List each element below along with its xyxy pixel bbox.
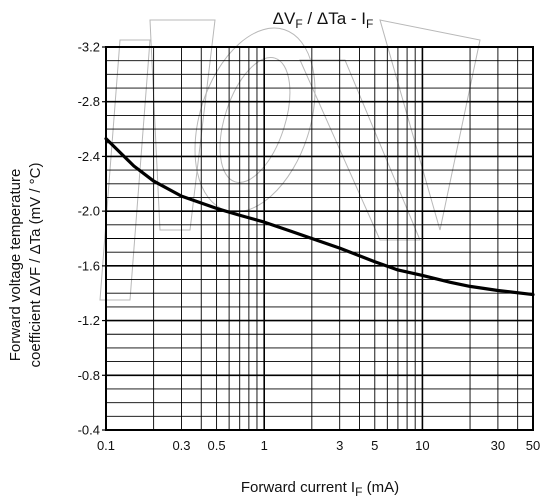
y-tick-label: -2.4 [78, 149, 100, 164]
x-tick-label: 10 [415, 438, 429, 453]
x-tick-label: 1 [261, 438, 268, 453]
y-tick-label: -0.8 [78, 368, 100, 383]
plot-border [105, 46, 534, 431]
series-line-path [104, 137, 535, 297]
x-axis-label: Forward current IF (mA) [241, 479, 399, 499]
y-axis-label-line2: coefficient ΔVF / ΔTa (mV / °C) [27, 163, 44, 368]
y-axis-label-line1: Forward voltage temperature [7, 169, 24, 362]
y-tick-labels: -3.2 -2.8 -2.4 -2.0 -1.6 -1.2 -0.8 -0.4 [78, 40, 106, 438]
grid [106, 47, 533, 430]
y-tick-label: -1.6 [78, 258, 100, 273]
x-tick-label: 5 [371, 438, 378, 453]
y-tick-label: -3.2 [78, 40, 100, 55]
plot-frame [105, 46, 534, 431]
x-tick-label: 30 [491, 438, 505, 453]
x-tick-label: 3 [336, 438, 343, 453]
y-tick-label: -2.8 [78, 94, 100, 109]
x-tick-label: 0.5 [208, 438, 226, 453]
y-tick-label: -0.4 [78, 423, 100, 438]
x-tick-label: 50 [526, 438, 540, 453]
x-tick-label: 0.3 [172, 438, 190, 453]
x-tick-labels: 0.1 0.3 0.5 1 3 5 10 30 50 [97, 438, 540, 453]
y-tick-label: -2.0 [78, 204, 100, 219]
x-tick-label: 0.1 [97, 438, 115, 453]
y-tick-label: -1.2 [78, 313, 100, 328]
series-line [104, 137, 535, 297]
chart-title: ΔVF / ΔTa - IF [273, 9, 374, 31]
